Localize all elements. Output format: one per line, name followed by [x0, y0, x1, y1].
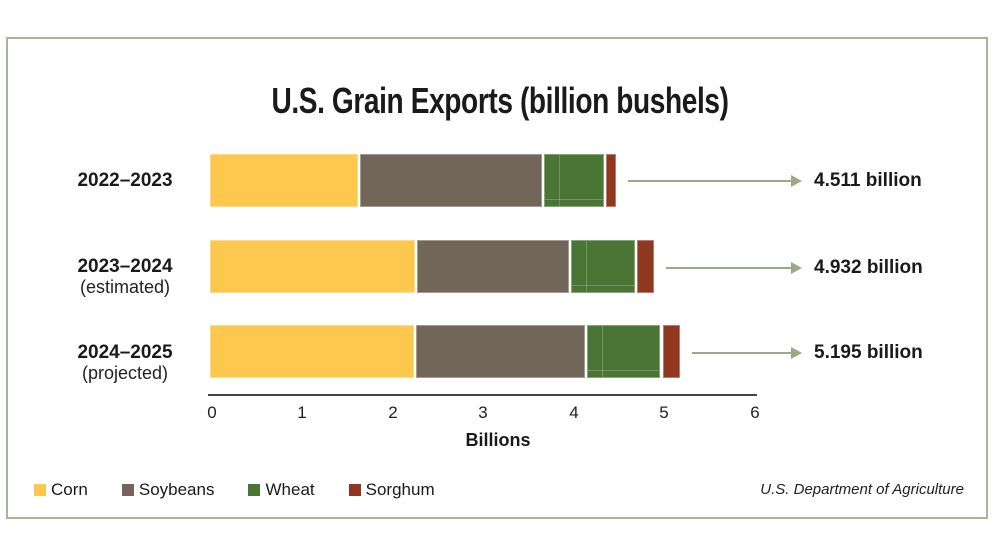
corn-segment	[210, 154, 359, 207]
corn-segment	[210, 325, 415, 378]
legend-item-soybeans: Soybeans	[121, 480, 215, 500]
row-year: 2022–2023	[77, 170, 173, 191]
x-tick: 0	[207, 403, 217, 422]
row-label-0: 2022–2023	[40, 170, 210, 192]
wheat-segment	[571, 240, 636, 293]
chart-frame	[6, 37, 988, 519]
legend-item-wheat: Wheat	[248, 480, 315, 500]
row-label-1: 2023–2024 (estimated)	[40, 256, 210, 298]
total-label: 4.511 billion	[814, 170, 922, 191]
sorghum-segment	[606, 154, 617, 207]
wheat-swatch-icon	[248, 484, 261, 496]
arrow-icon	[666, 262, 802, 274]
legend-label: Corn	[51, 480, 88, 499]
arrow-icon	[691, 347, 803, 359]
x-tick: 6	[750, 403, 760, 422]
x-tick: 2	[388, 403, 398, 422]
row-subtitle: (projected)	[81, 363, 169, 383]
legend-item-sorghum: Sorghum	[348, 480, 435, 500]
legend-item-corn: Corn	[34, 480, 88, 500]
x-tick: 5	[659, 403, 669, 422]
x-axis-line	[208, 394, 757, 396]
total-label: 5.195 billion	[814, 342, 923, 363]
row-label-2: 2024–2025 (projected)	[40, 342, 210, 384]
row-year: 2024–2025	[77, 342, 173, 363]
x-tick: 4	[569, 403, 579, 422]
total-label: 4.932 billion	[814, 257, 923, 278]
chart-title: U.S. Grain Exports (billion bushels)	[271, 80, 729, 121]
row-year: 2023–2024	[77, 256, 173, 277]
x-tick: 3	[478, 403, 488, 422]
row-subtitle: (estimated)	[79, 277, 171, 297]
soybeans-segment	[417, 240, 570, 293]
soybeans-segment	[416, 325, 586, 378]
sorghum-segment	[637, 240, 655, 293]
soybeans-swatch-icon	[121, 484, 134, 496]
sorghum-swatch-icon	[348, 484, 361, 496]
wheat-segment	[587, 325, 661, 378]
arrow-icon	[628, 175, 802, 187]
legend-label: Wheat	[265, 480, 315, 499]
legend-label: Sorghum	[365, 480, 435, 499]
corn-segment	[210, 240, 416, 293]
corn-swatch-icon	[34, 484, 46, 496]
wheat-segment	[543, 154, 605, 207]
soybeans-segment	[360, 154, 542, 207]
x-axis-label: Billions	[465, 430, 531, 450]
source-credit: U.S. Department of Agriculture	[760, 481, 964, 498]
x-tick: 1	[297, 403, 307, 422]
legend: Corn Soybeans Wheat Sorghum	[34, 480, 469, 500]
sorghum-segment	[662, 325, 680, 378]
legend-label: Soybeans	[138, 480, 215, 499]
